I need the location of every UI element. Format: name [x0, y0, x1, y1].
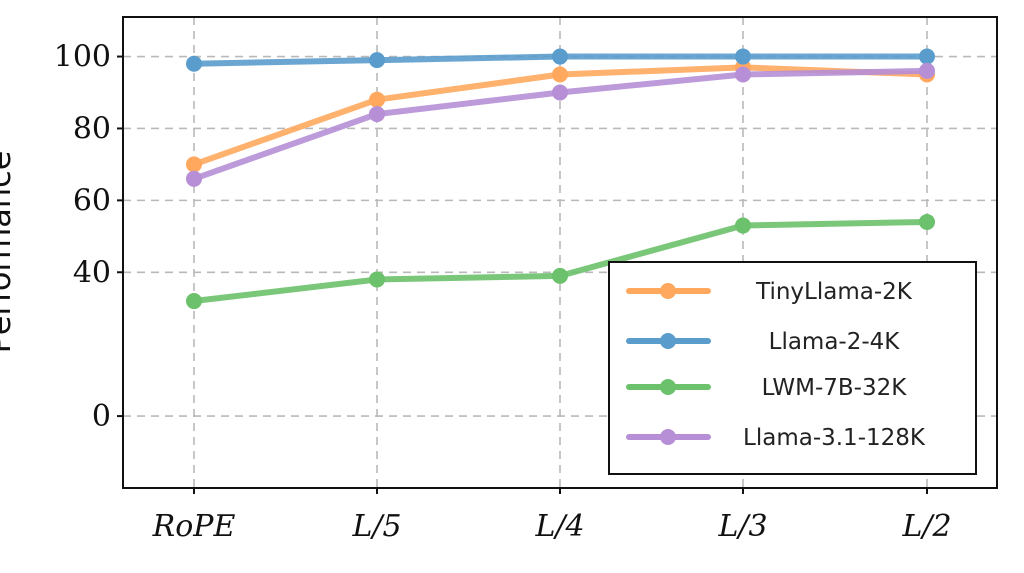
- x-tick-label-0: RoPE: [152, 509, 236, 544]
- data-point-1-4: [919, 48, 935, 65]
- legend-label-0: TinyLlama-2K: [755, 279, 913, 305]
- series-3: [186, 62, 935, 187]
- data-point-2-1: [369, 271, 385, 288]
- legend-label-1: Llama-2-4K: [769, 329, 901, 355]
- series-2: [186, 213, 935, 310]
- data-point-1-3: [735, 48, 751, 65]
- x-tick-label-3: L/3: [717, 509, 767, 544]
- x-tick-label-1: L/5: [351, 509, 401, 544]
- series-1: [186, 48, 935, 72]
- y-axis-label: Performance: [0, 151, 18, 354]
- data-point-2-2: [552, 267, 568, 284]
- legend-swatch-marker-2: [660, 379, 676, 395]
- data-point-1-2: [552, 48, 568, 65]
- data-point-3-0: [186, 170, 202, 187]
- data-point-1-1: [369, 52, 385, 69]
- legend-swatch-marker-0: [660, 283, 676, 299]
- y-tick-label-0: 0: [92, 399, 111, 434]
- data-point-3-1: [369, 106, 385, 123]
- x-tick-label-2: L/4: [534, 509, 584, 544]
- data-point-0-2: [552, 66, 568, 83]
- x-tick-label-4: L/2: [901, 509, 951, 544]
- legend-label-2: LWM-7B-32K: [762, 375, 908, 401]
- data-point-2-0: [186, 293, 202, 310]
- legend-swatch-marker-1: [660, 333, 676, 349]
- legend-item-1: Llama-2-4K: [626, 329, 901, 355]
- data-point-3-2: [552, 84, 568, 101]
- legend-label-3: Llama-3.1-128K: [743, 425, 926, 451]
- series-layer: [186, 48, 935, 310]
- y-tick-label-2: 60: [73, 183, 111, 218]
- data-point-1-0: [186, 55, 202, 72]
- legend: TinyLlama-2K Llama-2-4K LWM-7B-32K Llama-3.…: [608, 261, 977, 475]
- legend-item-3: Llama-3.1-128K: [626, 425, 926, 451]
- data-point-0-1: [369, 91, 385, 108]
- y-tick-label-4: 100: [54, 40, 111, 75]
- data-point-2-3: [735, 217, 751, 234]
- data-point-3-4: [919, 62, 935, 79]
- y-ticks: 0 40 60 80 100: [54, 40, 123, 434]
- y-tick-label-1: 40: [73, 255, 111, 290]
- data-point-2-4: [919, 213, 935, 230]
- legend-swatch-marker-3: [660, 429, 676, 445]
- data-point-3-3: [735, 66, 751, 83]
- legend-item-2: LWM-7B-32K: [626, 375, 908, 401]
- data-point-0-0: [186, 156, 202, 173]
- y-tick-label-3: 80: [73, 111, 111, 146]
- legend-item-0: TinyLlama-2K: [626, 279, 913, 305]
- x-ticks: RoPE L/5 L/4 L/3 L/2: [152, 488, 952, 544]
